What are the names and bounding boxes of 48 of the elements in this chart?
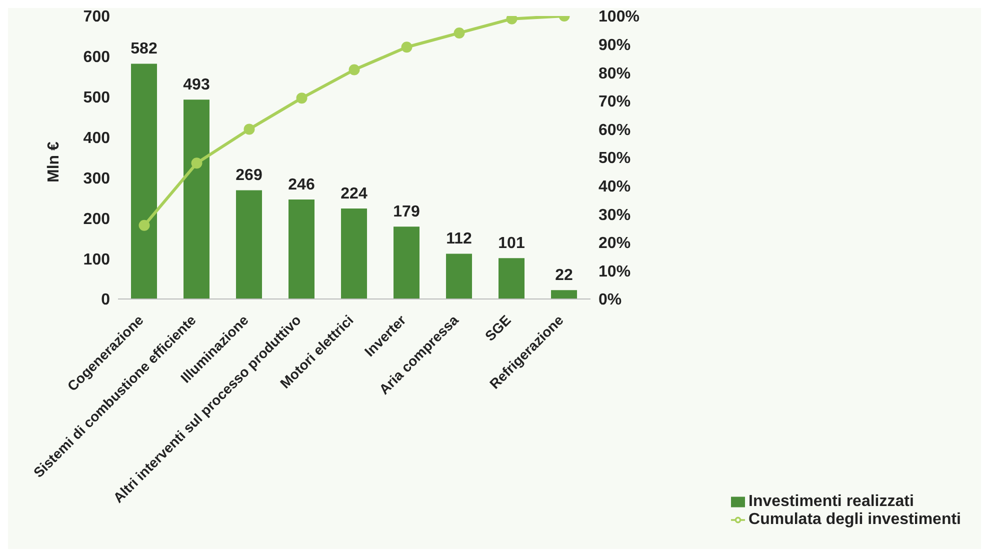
y-tick-label: 300 <box>83 170 110 188</box>
y-tick-label: 400 <box>83 130 110 147</box>
point <box>296 92 308 104</box>
legend-label: Cumulata degli investimenti <box>748 511 961 528</box>
y2-tick-label: 20% <box>598 235 631 252</box>
bar <box>498 258 525 299</box>
point <box>506 16 518 24</box>
point <box>348 64 360 76</box>
y2-tick-label: 100% <box>598 8 640 26</box>
bar <box>184 100 210 299</box>
y-axis-title: Mln € <box>46 142 63 182</box>
data-label: 101 <box>498 235 525 252</box>
y2-tick-label: 30% <box>598 206 631 224</box>
data-label: 179 <box>393 204 420 221</box>
bar <box>551 290 578 299</box>
bar <box>446 254 472 299</box>
y2-tick-label: 70% <box>598 94 631 111</box>
data-label: 224 <box>340 185 368 202</box>
bar <box>341 208 368 299</box>
y-tick-label: 600 <box>83 49 110 66</box>
legend-label: Investimenti realizzati <box>748 493 914 510</box>
data-label: 493 <box>183 76 210 94</box>
y-tick-label: 200 <box>83 210 110 228</box>
y2-tick-label: 60% <box>598 122 631 139</box>
y-tick-label: 100 <box>83 251 110 268</box>
y2-tick-label: 40% <box>598 178 631 196</box>
y-tick-label: 500 <box>83 90 110 107</box>
point <box>138 220 150 231</box>
y2-tick-label: 10% <box>598 263 631 280</box>
point <box>401 42 412 53</box>
y-tick-label: 0 <box>101 292 110 309</box>
data-label: 112 <box>446 230 472 248</box>
point <box>454 27 465 38</box>
data-label: 269 <box>236 167 262 184</box>
point <box>191 158 202 169</box>
y2-tick-label: 50% <box>598 150 631 168</box>
y-tick-label: 700 <box>83 8 110 26</box>
bar <box>131 64 157 299</box>
bar <box>394 226 420 299</box>
point <box>244 124 255 135</box>
bar <box>288 200 315 299</box>
y2-tick-label: 0% <box>598 292 622 309</box>
bar <box>236 190 262 299</box>
data-label: 22 <box>555 267 574 284</box>
data-label: 582 <box>130 40 158 58</box>
y2-tick-label: 90% <box>598 36 631 54</box>
y2-tick-label: 80% <box>598 65 631 82</box>
data-label: 246 <box>288 176 315 194</box>
